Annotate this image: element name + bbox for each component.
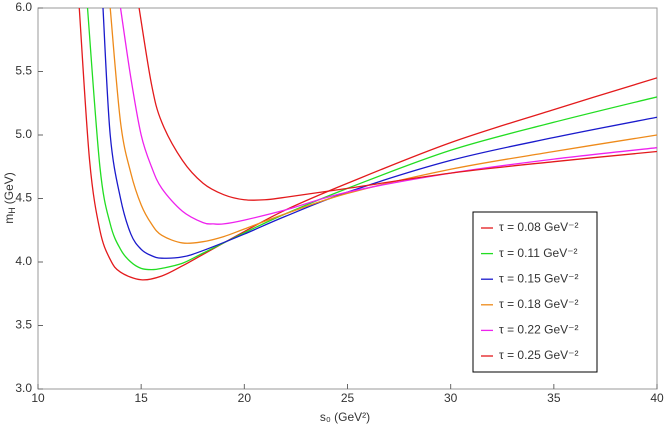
legend-label: τ = 0.11 GeV⁻² (499, 246, 578, 260)
series-line (78, 8, 657, 281)
y-tick-label: 5.0 (15, 127, 32, 141)
legend-label: τ = 0.15 GeV⁻² (499, 271, 578, 285)
plot-area (78, 8, 657, 281)
x-tick-label: 30 (444, 391, 458, 405)
x-tick-label: 20 (238, 391, 252, 405)
series-line (102, 8, 657, 259)
series-line (86, 8, 657, 271)
y-label-symbol: m (2, 214, 16, 224)
y-tick-label: 5.5 (15, 64, 32, 78)
y-tick-label: 3.0 (15, 381, 32, 395)
x-tick-label: 40 (650, 391, 664, 405)
x-tick-label: 25 (341, 391, 355, 405)
legend-label: τ = 0.18 GeV⁻² (499, 297, 578, 311)
x-tick-label: 10 (31, 391, 45, 405)
x-tick-label: 15 (134, 391, 148, 405)
x-axis-label: s₀ (GeV²) (320, 410, 370, 424)
legend-label: τ = 0.25 GeV⁻² (499, 348, 578, 362)
y-tick-label: 6.0 (15, 0, 32, 14)
series-line (109, 8, 657, 244)
legend-box (472, 211, 598, 373)
y-label-subscript: H (7, 207, 17, 214)
series-line (138, 8, 657, 201)
y-label-unit: (GeV) (2, 172, 16, 204)
y-tick-label: 4.0 (15, 254, 32, 268)
y-axis-label: mH (GeV) (2, 172, 17, 224)
y-tick-label: 4.5 (15, 191, 32, 205)
legend-label: τ = 0.08 GeV⁻² (499, 220, 578, 234)
legend-label: τ = 0.22 GeV⁻² (499, 323, 578, 337)
y-tick-label: 3.5 (15, 318, 32, 332)
x-tick-label: 35 (547, 391, 561, 405)
